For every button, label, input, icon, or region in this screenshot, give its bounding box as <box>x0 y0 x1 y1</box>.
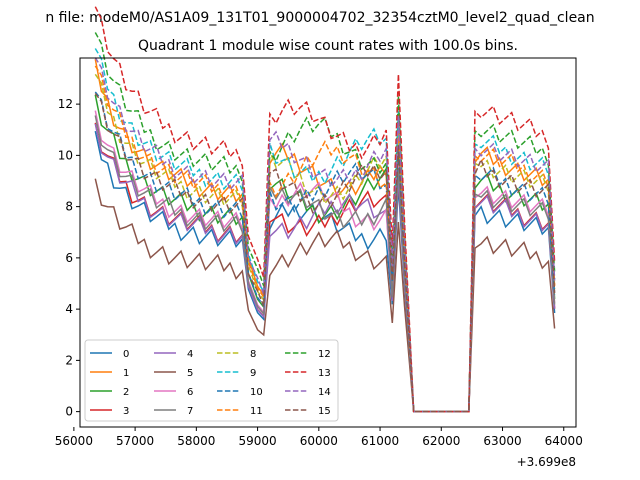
y-tick-label: 2 <box>65 353 73 367</box>
series-line-11 <box>94 65 556 413</box>
series-line-10 <box>94 91 556 413</box>
series-line-7 <box>94 115 556 413</box>
legend-box <box>84 339 339 422</box>
legend-label-3: 3 <box>123 406 129 417</box>
legend-label-4: 4 <box>187 349 193 360</box>
series-line-15 <box>94 92 556 413</box>
legend-label-2: 2 <box>123 387 129 398</box>
x-tick-label: 58000 <box>177 434 215 448</box>
x-axis: 56000 57000 58000 59000 60000 61000 62000 63000… <box>55 427 583 448</box>
legend-label-0: 0 <box>123 349 129 360</box>
series-line-14 <box>94 57 556 413</box>
y-tick-label: 10 <box>58 148 73 162</box>
x-tick-label: 64000 <box>545 434 583 448</box>
x-tick-label: 61000 <box>361 434 399 448</box>
legend-label-7: 7 <box>187 406 193 417</box>
plot-lines <box>94 6 556 413</box>
legend-label-5: 5 <box>187 368 193 379</box>
y-axis: 0 2 4 6 8 10 12 <box>58 97 80 419</box>
series-line-4 <box>94 123 556 413</box>
legend-label-10: 10 <box>250 387 263 398</box>
legend-label-11: 11 <box>250 406 263 417</box>
series-line-9 <box>94 48 556 413</box>
legend-label-9: 9 <box>250 368 256 379</box>
x-tick-label: 57000 <box>116 434 154 448</box>
legend-label-14: 14 <box>318 387 331 398</box>
chart-suptitle: n file: modeM0/AS1A09_131T01_9000004702_… <box>45 10 594 26</box>
x-offset-label: +3.699e8 <box>517 455 576 469</box>
legend-label-6: 6 <box>187 387 193 398</box>
legend-label-1: 1 <box>123 368 129 379</box>
legend-label-13: 13 <box>318 368 331 379</box>
series-line-13 <box>94 6 556 413</box>
y-tick-label: 6 <box>65 251 73 265</box>
legend-label-12: 12 <box>318 349 331 360</box>
axes-frame <box>79 57 577 428</box>
series-line-1 <box>94 58 556 413</box>
legend-label-8: 8 <box>250 349 256 360</box>
y-tick-label: 8 <box>65 200 73 214</box>
y-tick-label: 4 <box>65 302 73 316</box>
x-tick-label: 60000 <box>300 434 338 448</box>
x-tick-label: 63000 <box>483 434 521 448</box>
y-tick-label: 12 <box>58 97 73 111</box>
y-tick-label: 0 <box>65 405 73 419</box>
series-line-12 <box>94 32 556 413</box>
x-tick-label: 62000 <box>422 434 460 448</box>
series-line-5 <box>94 178 556 413</box>
x-tick-label: 59000 <box>238 434 276 448</box>
x-tick-label: 56000 <box>55 434 93 448</box>
series-line-6 <box>94 110 556 413</box>
chart-title: Quadrant 1 module wise count rates with … <box>138 38 518 54</box>
legend-label-15: 15 <box>318 406 331 417</box>
